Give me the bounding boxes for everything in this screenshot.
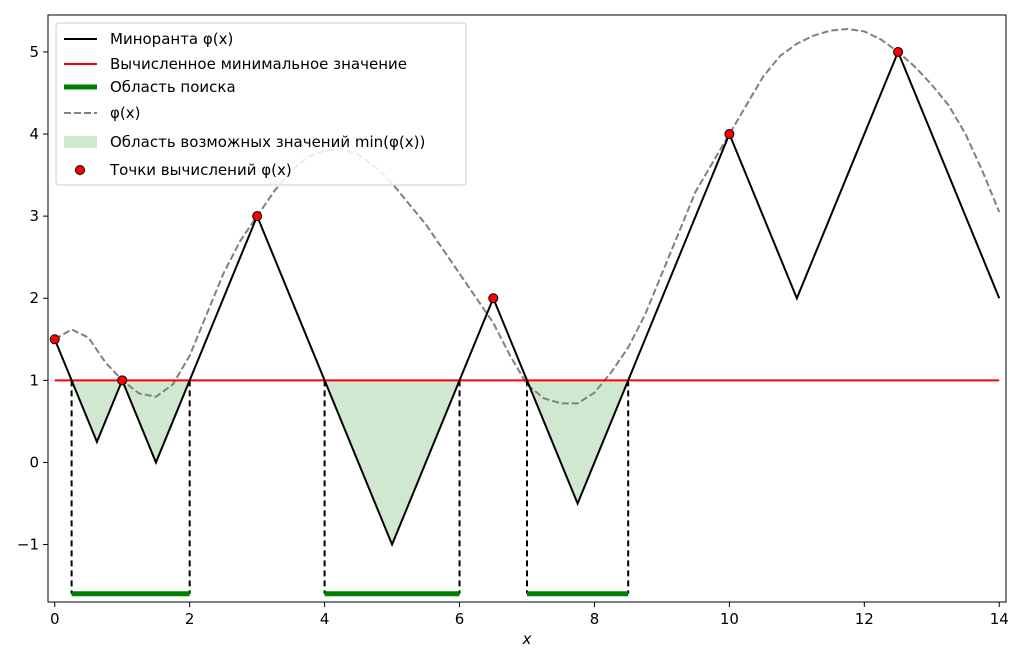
fill-region-3 bbox=[527, 380, 629, 504]
eval-point-2 bbox=[252, 211, 263, 222]
y-tick-label-4: 3 bbox=[29, 207, 39, 225]
legend-box bbox=[55, 22, 467, 186]
x-axis-label: x bbox=[522, 630, 532, 648]
minorant-line bbox=[53, 49, 1001, 548]
legend-swatch-5 bbox=[75, 165, 85, 175]
legend-label-4: Область возможных значений min(φ(x)) bbox=[110, 133, 425, 151]
x-tick-label-0: 0 bbox=[50, 610, 60, 628]
y-tick-label-5: 4 bbox=[29, 125, 39, 143]
phi-series bbox=[54, 27, 1001, 405]
fill-region-2 bbox=[324, 380, 460, 545]
x-tick-label-7: 14 bbox=[990, 610, 1009, 628]
y-tick-label-6: 5 bbox=[29, 43, 39, 61]
x-tick-label-1: 2 bbox=[185, 610, 195, 628]
legend-swatch-4 bbox=[64, 136, 97, 148]
legend-label-2: Область поиска bbox=[110, 78, 236, 96]
legend: Миноранта φ(x) Вычисленное минимальное зн… bbox=[55, 22, 467, 186]
fill-region-0 bbox=[71, 380, 123, 442]
x-tick-label-4: 8 bbox=[590, 610, 600, 628]
y-tick-label-0: −1 bbox=[17, 536, 39, 554]
y-axis: −1 0 1 2 3 4 5 bbox=[17, 43, 48, 554]
x-tick-label-3: 6 bbox=[455, 610, 465, 628]
x-tick-label-2: 4 bbox=[320, 610, 330, 628]
legend-label-1: Вычисленное минимальное значение bbox=[110, 55, 407, 73]
boundary-lines bbox=[70, 380, 630, 594]
y-tick-label-3: 2 bbox=[29, 289, 39, 307]
eval-point-0 bbox=[49, 334, 60, 345]
fill-region-1 bbox=[122, 380, 190, 463]
search-fill-regions bbox=[71, 380, 629, 545]
evaluation-points-series bbox=[49, 46, 904, 386]
phi-line bbox=[54, 27, 1001, 405]
eval-point-5 bbox=[893, 46, 904, 57]
x-tick-label-6: 12 bbox=[855, 610, 874, 628]
plot-frame bbox=[47, 14, 1007, 603]
y-tick-label-1: 0 bbox=[29, 453, 39, 471]
minorant-series bbox=[53, 49, 1001, 548]
eval-point-3 bbox=[488, 293, 499, 304]
y-tick-label-2: 1 bbox=[29, 371, 39, 389]
legend-label-3: φ(x) bbox=[110, 104, 140, 122]
legend-label-5: Точки вычислений φ(x) bbox=[109, 161, 292, 179]
legend-label-0: Миноранта φ(x) bbox=[110, 30, 233, 48]
x-tick-label-5: 10 bbox=[720, 610, 739, 628]
x-axis: 0 2 4 6 8 10 12 14 bbox=[50, 602, 1009, 628]
eval-point-4 bbox=[724, 129, 735, 140]
eval-point-1 bbox=[117, 375, 128, 386]
